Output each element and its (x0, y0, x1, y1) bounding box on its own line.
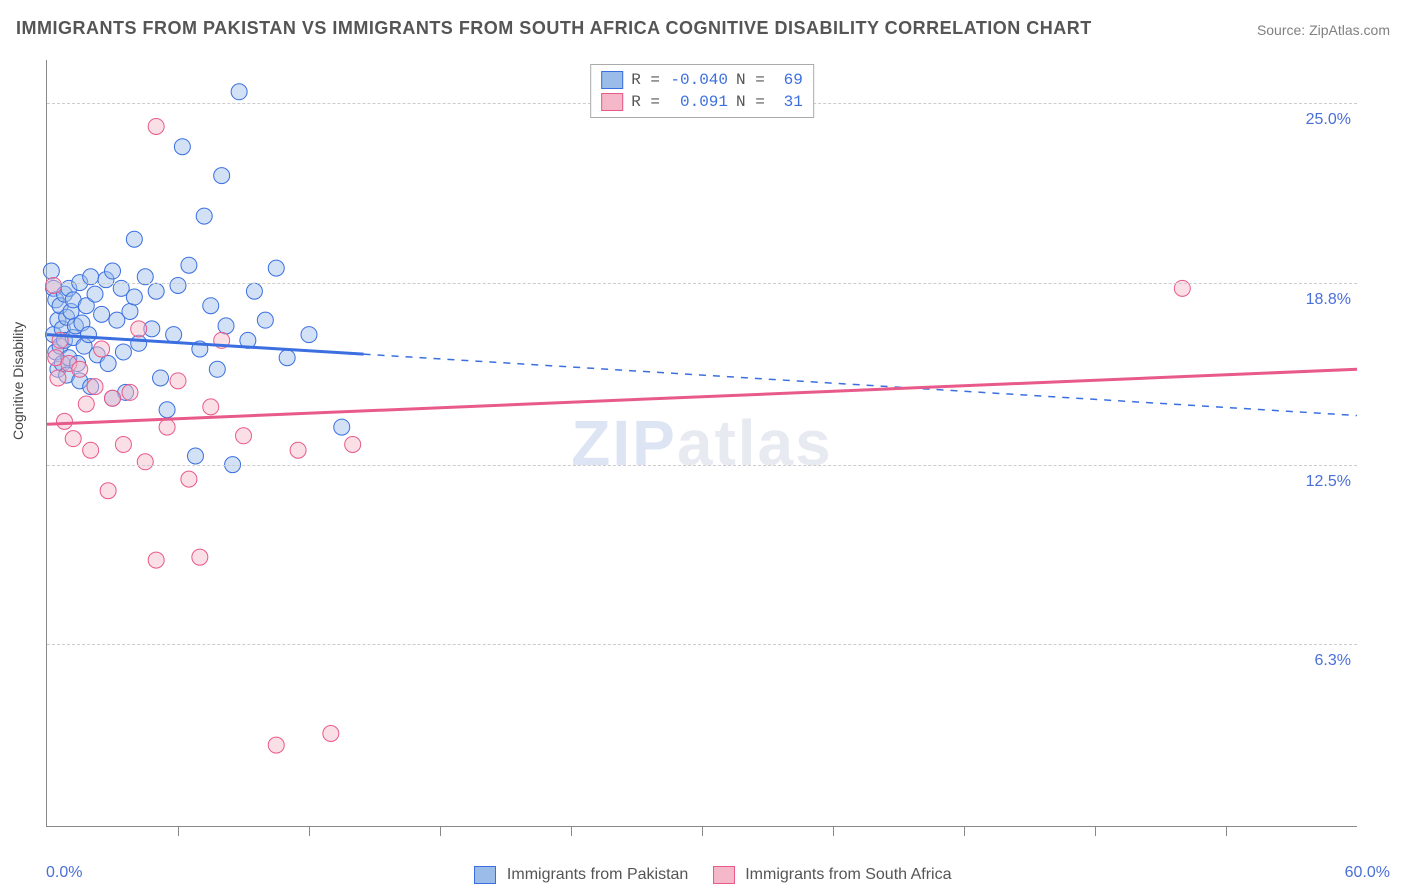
y-tick-label: 6.3% (1315, 652, 1351, 670)
scatter-point-pakistan (203, 298, 219, 314)
scatter-point-south_africa (46, 277, 62, 293)
gridline (47, 465, 1357, 466)
legend-row-southafrica: R = 0.091 N = 31 (601, 91, 803, 113)
scatter-point-south_africa (236, 428, 252, 444)
x-tick (1226, 826, 1227, 836)
scatter-point-south_africa (122, 384, 138, 400)
series-legend: Immigrants from Pakistan Immigrants from… (0, 866, 1406, 884)
chart-svg (47, 60, 1357, 826)
scatter-point-south_africa (87, 379, 103, 395)
legend-swatch-southafrica (713, 866, 735, 884)
x-tick (1095, 826, 1096, 836)
y-axis-title: Cognitive Disability (10, 322, 26, 440)
scatter-point-south_africa (72, 361, 88, 377)
scatter-point-south_africa (148, 118, 164, 134)
n-value-southafrica: 31 (773, 93, 803, 111)
scatter-point-pakistan (231, 84, 247, 100)
scatter-point-south_africa (56, 413, 72, 429)
scatter-point-pakistan (87, 286, 103, 302)
legend-label-southafrica: Immigrants from South Africa (745, 866, 951, 883)
scatter-point-south_africa (170, 373, 186, 389)
scatter-point-south_africa (345, 436, 361, 452)
scatter-point-south_africa (105, 390, 121, 406)
scatter-point-pakistan (187, 448, 203, 464)
plot-area: ZIPatlas R = -0.040 N = 69 R = 0.091 N =… (46, 60, 1357, 827)
x-tick (964, 826, 965, 836)
scatter-point-south_africa (83, 442, 99, 458)
scatter-point-south_africa (290, 442, 306, 458)
scatter-point-south_africa (137, 454, 153, 470)
scatter-point-south_africa (159, 419, 175, 435)
gridline (47, 283, 1357, 284)
scatter-point-pakistan (196, 208, 212, 224)
scatter-point-south_africa (131, 321, 147, 337)
scatter-point-pakistan (170, 277, 186, 293)
scatter-point-pakistan (80, 327, 96, 343)
correlation-legend: R = -0.040 N = 69 R = 0.091 N = 31 (590, 64, 814, 118)
scatter-point-pakistan (122, 303, 138, 319)
scatter-point-pakistan (126, 231, 142, 247)
scatter-point-pakistan (100, 356, 116, 372)
scatter-point-pakistan (257, 312, 273, 328)
legend-row-pakistan: R = -0.040 N = 69 (601, 69, 803, 91)
scatter-point-pakistan (174, 139, 190, 155)
scatter-point-pakistan (105, 263, 121, 279)
x-tick (440, 826, 441, 836)
x-tick (571, 826, 572, 836)
trend-line-south_africa (47, 369, 1357, 424)
scatter-point-south_africa (323, 726, 339, 742)
scatter-point-pakistan (166, 327, 182, 343)
scatter-point-south_africa (203, 399, 219, 415)
scatter-point-pakistan (148, 283, 164, 299)
scatter-point-south_africa (148, 552, 164, 568)
scatter-point-south_africa (94, 341, 110, 357)
scatter-point-pakistan (268, 260, 284, 276)
scatter-point-south_africa (268, 737, 284, 753)
scatter-point-pakistan (279, 350, 295, 366)
x-tick (178, 826, 179, 836)
gridline (47, 644, 1357, 645)
scatter-point-pakistan (218, 318, 234, 334)
source-label: Source: ZipAtlas.com (1257, 22, 1390, 38)
swatch-pakistan (601, 71, 623, 89)
scatter-point-pakistan (181, 257, 197, 273)
r-value-southafrica: 0.091 (668, 93, 728, 111)
y-tick-label: 12.5% (1306, 473, 1351, 491)
x-tick (309, 826, 310, 836)
chart-title: IMMIGRANTS FROM PAKISTAN VS IMMIGRANTS F… (16, 18, 1092, 39)
scatter-point-south_africa (78, 396, 94, 412)
scatter-point-south_africa (192, 549, 208, 565)
scatter-point-pakistan (153, 370, 169, 386)
scatter-point-pakistan (115, 344, 131, 360)
scatter-point-south_africa (115, 436, 131, 452)
y-tick-label: 18.8% (1306, 291, 1351, 309)
x-tick (833, 826, 834, 836)
n-value-pakistan: 69 (773, 71, 803, 89)
legend-swatch-pakistan (474, 866, 496, 884)
scatter-point-pakistan (94, 306, 110, 322)
scatter-point-pakistan (334, 419, 350, 435)
scatter-point-pakistan (301, 327, 317, 343)
swatch-southafrica (601, 93, 623, 111)
scatter-point-pakistan (131, 335, 147, 351)
scatter-point-pakistan (214, 168, 230, 184)
scatter-point-pakistan (246, 283, 262, 299)
scatter-point-south_africa (65, 431, 81, 447)
y-tick-label: 25.0% (1306, 111, 1351, 129)
scatter-point-south_africa (181, 471, 197, 487)
trend-line-dashed-pakistan (364, 354, 1357, 415)
x-tick (702, 826, 703, 836)
scatter-point-pakistan (126, 289, 142, 305)
legend-label-pakistan: Immigrants from Pakistan (507, 866, 688, 883)
scatter-point-south_africa (50, 370, 66, 386)
chart-container: IMMIGRANTS FROM PAKISTAN VS IMMIGRANTS F… (0, 0, 1406, 892)
scatter-point-pakistan (43, 263, 59, 279)
scatter-point-pakistan (159, 402, 175, 418)
scatter-point-pakistan (209, 361, 225, 377)
scatter-point-south_africa (100, 483, 116, 499)
r-value-pakistan: -0.040 (668, 71, 728, 89)
